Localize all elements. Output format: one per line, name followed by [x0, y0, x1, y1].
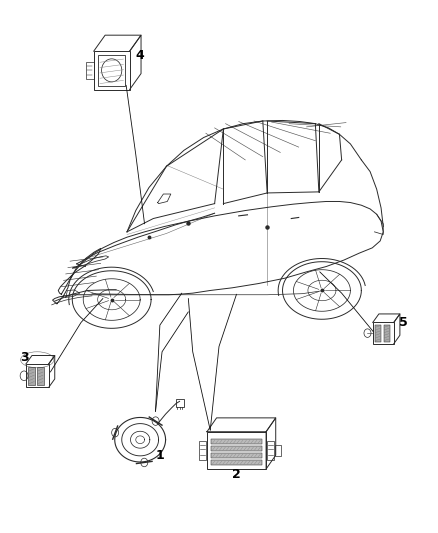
Bar — [375, 325, 381, 342]
Bar — [98, 55, 125, 86]
Text: 3: 3 — [20, 351, 28, 364]
Bar — [86, 62, 94, 79]
Bar — [176, 399, 184, 407]
Text: 4: 4 — [136, 50, 145, 62]
Text: 1: 1 — [155, 449, 164, 462]
Bar — [26, 364, 49, 387]
Text: 5: 5 — [399, 316, 407, 329]
Bar — [28, 367, 35, 385]
Bar — [267, 441, 274, 460]
Bar — [211, 446, 261, 451]
Bar — [384, 325, 390, 342]
Bar — [211, 453, 261, 458]
Bar — [211, 460, 261, 465]
Bar — [275, 445, 281, 456]
Bar — [207, 432, 266, 469]
Bar — [37, 367, 44, 385]
Bar — [211, 439, 261, 444]
Bar — [199, 441, 206, 460]
Bar — [373, 322, 394, 344]
Text: 2: 2 — [232, 468, 241, 481]
Bar — [94, 51, 130, 90]
